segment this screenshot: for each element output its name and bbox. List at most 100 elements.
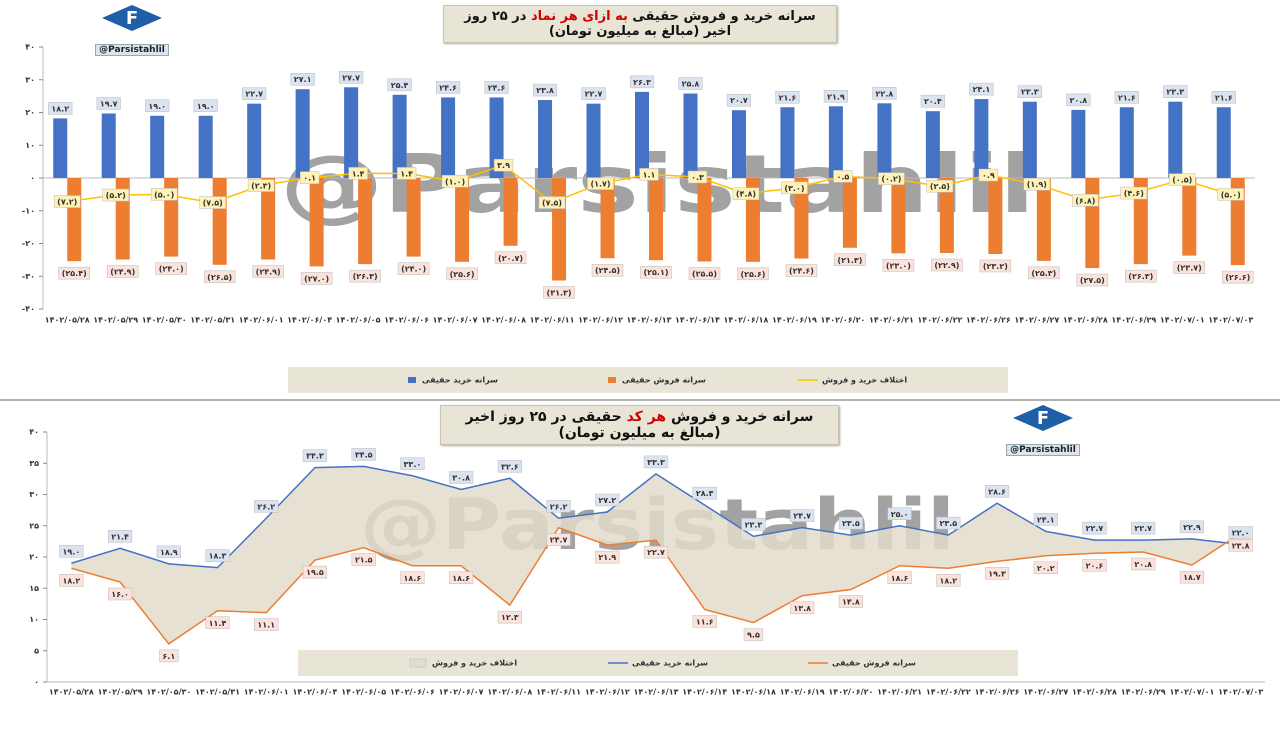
data-label: ۲۰.۲	[1037, 564, 1055, 573]
data-label: ۲۳.۸	[536, 86, 554, 95]
label-box	[484, 81, 509, 94]
x-tick-label: ۱۴۰۲/۰۷/۰۱	[1169, 688, 1214, 697]
data-label: ۲۵.۴	[391, 81, 409, 90]
data-label: (۲۵.۳)	[1031, 269, 1056, 278]
bar	[441, 97, 456, 178]
label-box	[775, 91, 800, 104]
bar	[489, 97, 504, 178]
label-box	[205, 549, 230, 562]
x-tick-label: ۱۴۰۲/۰۶/۱۸	[731, 688, 776, 697]
data-label: ۲۳.۵	[842, 519, 860, 528]
data-label: ۰.۵	[837, 172, 850, 181]
label-box	[58, 266, 90, 280]
data-label: ۱۳.۸	[793, 604, 811, 613]
x-tick-label: ۱۴۰۲/۰۶/۰۶	[390, 688, 435, 697]
bar	[358, 178, 373, 265]
bar	[731, 110, 746, 178]
data-label: ۲۱.۹	[827, 92, 845, 101]
data-label: ۱۸.۹	[160, 548, 178, 557]
data-label: ۲۷.۲	[598, 496, 616, 505]
bar	[1216, 107, 1231, 178]
label-box	[435, 81, 461, 94]
line	[71, 465, 1241, 569]
bar	[552, 178, 567, 281]
data-label: (۱.۷)	[590, 180, 610, 189]
title-part: سرانه خرید و فروش حقیقی	[632, 9, 816, 24]
data-label: (۲۳.۷)	[1177, 264, 1202, 273]
label-box	[543, 286, 575, 299]
label-box	[497, 610, 522, 624]
bar	[53, 118, 68, 178]
data-label: (۲۵.۶)	[450, 270, 475, 279]
y-tick-label: ۳۰	[25, 75, 35, 84]
data-label: ۱۹.۰	[63, 547, 81, 556]
legend-label: سرانه خرید حقیقی	[632, 659, 708, 668]
y-tick-label: ۴۰	[25, 43, 35, 52]
data-label: ۲۱.۶	[1118, 93, 1136, 102]
label-box	[785, 264, 818, 277]
label-box	[790, 601, 815, 614]
title-part: سرانه خرید و فروش	[671, 409, 814, 425]
label-box	[1168, 173, 1196, 186]
title-part: حقیقی در ۲۵ روز اخیر (مبالغ به میلیون تو…	[465, 409, 721, 441]
label-box	[1066, 93, 1091, 107]
data-label: (۲۶.۳)	[353, 272, 378, 281]
bar	[1168, 101, 1183, 178]
x-tick-label: ۱۴۰۲/۰۶/۰۸	[481, 316, 526, 325]
data-label: ۲۴.۷	[793, 512, 811, 521]
bar	[455, 178, 470, 262]
data-label: ۲۳.۳	[745, 520, 763, 529]
x-tick-label: ۱۴۰۲/۰۶/۲۱	[869, 316, 914, 325]
data-label: (۲۶.۵)	[207, 273, 232, 282]
y-tick-label: ۴۰	[29, 428, 39, 437]
data-label: ۲۶.۳	[633, 78, 651, 87]
label-box	[102, 188, 130, 202]
bar	[925, 111, 940, 178]
data-label: (۲۴.۰)	[401, 265, 426, 274]
data-label: ۳۳.۰	[404, 460, 422, 469]
x-tick-label: ۱۴۰۲/۰۶/۱۲	[585, 688, 630, 697]
data-label: (۳۱.۳)	[547, 289, 572, 298]
bar	[344, 87, 359, 178]
data-label: ۳۰.۸	[452, 474, 470, 483]
label-box	[1179, 520, 1205, 534]
label-box	[441, 175, 469, 188]
label-box	[446, 267, 478, 281]
bar	[503, 178, 518, 246]
data-label: ۲۲.۷	[245, 90, 263, 99]
label-box	[59, 574, 84, 587]
logo: F @Parsistahlil	[92, 3, 172, 56]
label-box	[595, 493, 620, 507]
y-tick-label: -۴۰	[22, 305, 35, 314]
data-label: (۲۵.۶)	[740, 270, 765, 279]
bar	[67, 178, 82, 262]
label-box	[1114, 91, 1139, 104]
label-box	[107, 530, 133, 543]
data-label: ۱۱.۱	[257, 621, 275, 630]
x-tick-label: ۱۴۰۲/۰۶/۰۸	[487, 688, 532, 697]
data-label: (۲۴.۵)	[595, 266, 620, 275]
data-label: (۲۴.۹)	[256, 268, 281, 277]
y-tick-label: ۰	[30, 174, 35, 183]
bar	[1182, 178, 1197, 256]
label-box	[449, 571, 474, 584]
label-box	[205, 616, 230, 629]
data-label: (۲۴.۰)	[159, 265, 184, 274]
label-box	[53, 195, 81, 208]
bar	[974, 99, 989, 178]
label-box	[737, 267, 769, 281]
label-box	[887, 571, 912, 584]
label-box	[387, 78, 412, 92]
data-label: (۲.۵)	[930, 182, 950, 191]
label-box	[984, 567, 1010, 580]
y-tick-label: ۲۰	[25, 108, 35, 117]
label-box	[823, 90, 849, 103]
data-label: (۴.۸)	[736, 190, 756, 199]
data-label: ۱.۴	[400, 169, 413, 178]
x-tick-label: ۱۴۰۲/۰۶/۱۹	[772, 316, 817, 325]
data-label: ۳۲.۶	[501, 462, 519, 471]
data-label: ۲۳.۳	[1166, 88, 1184, 97]
bar	[891, 178, 906, 254]
x-tick-label: ۱۴۰۲/۰۶/۲۸	[1063, 316, 1108, 325]
